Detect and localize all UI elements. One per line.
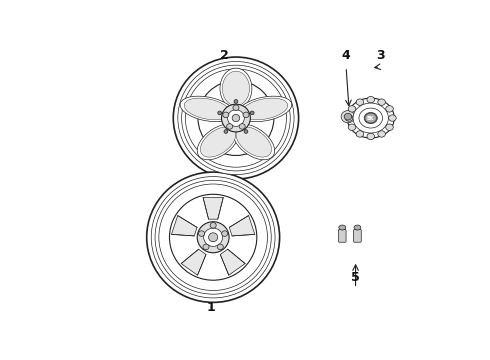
Ellipse shape: [243, 112, 249, 118]
Ellipse shape: [180, 96, 234, 122]
Ellipse shape: [378, 131, 385, 137]
Ellipse shape: [341, 111, 355, 123]
Ellipse shape: [244, 130, 248, 133]
Ellipse shape: [204, 228, 222, 246]
Ellipse shape: [198, 231, 205, 236]
FancyBboxPatch shape: [339, 229, 346, 242]
Ellipse shape: [233, 105, 239, 111]
Polygon shape: [172, 216, 197, 236]
Ellipse shape: [209, 233, 218, 242]
Ellipse shape: [365, 113, 377, 123]
Ellipse shape: [218, 111, 221, 115]
Ellipse shape: [224, 130, 228, 133]
Ellipse shape: [344, 113, 352, 120]
Ellipse shape: [236, 127, 271, 157]
Ellipse shape: [182, 65, 290, 171]
Ellipse shape: [221, 231, 228, 236]
Ellipse shape: [364, 112, 377, 123]
Ellipse shape: [197, 124, 239, 160]
Text: 3: 3: [376, 49, 385, 62]
Ellipse shape: [359, 108, 383, 128]
Ellipse shape: [203, 244, 209, 249]
Ellipse shape: [239, 123, 245, 129]
Ellipse shape: [227, 110, 245, 126]
Ellipse shape: [170, 194, 257, 280]
Text: 2: 2: [220, 49, 229, 62]
Ellipse shape: [198, 81, 274, 156]
Ellipse shape: [345, 115, 353, 121]
Ellipse shape: [210, 222, 216, 228]
Polygon shape: [229, 216, 255, 236]
Ellipse shape: [233, 124, 274, 160]
Ellipse shape: [367, 133, 374, 140]
Ellipse shape: [223, 112, 229, 118]
Ellipse shape: [348, 105, 356, 112]
Ellipse shape: [147, 172, 280, 302]
Ellipse shape: [386, 124, 393, 130]
Ellipse shape: [389, 115, 396, 121]
Text: 4: 4: [342, 49, 350, 62]
Ellipse shape: [221, 104, 250, 132]
Polygon shape: [181, 249, 206, 275]
Polygon shape: [203, 198, 223, 219]
Ellipse shape: [356, 131, 364, 137]
Ellipse shape: [367, 96, 374, 103]
Ellipse shape: [347, 98, 394, 138]
Text: 5: 5: [351, 271, 360, 284]
Ellipse shape: [250, 111, 254, 115]
Ellipse shape: [200, 127, 236, 157]
Text: 1: 1: [207, 301, 216, 314]
Ellipse shape: [178, 62, 294, 175]
Ellipse shape: [184, 98, 230, 120]
Text: BK: BK: [367, 116, 374, 121]
Ellipse shape: [356, 99, 364, 105]
Ellipse shape: [339, 225, 346, 230]
Ellipse shape: [220, 68, 252, 109]
Ellipse shape: [242, 98, 288, 120]
Polygon shape: [220, 249, 245, 275]
Ellipse shape: [173, 57, 298, 179]
Ellipse shape: [217, 244, 223, 249]
Ellipse shape: [354, 225, 361, 230]
Ellipse shape: [238, 96, 292, 122]
Ellipse shape: [159, 184, 268, 291]
Ellipse shape: [227, 123, 233, 129]
FancyBboxPatch shape: [354, 229, 361, 242]
Ellipse shape: [185, 69, 287, 167]
Ellipse shape: [155, 180, 271, 294]
Ellipse shape: [232, 114, 240, 122]
Ellipse shape: [353, 103, 389, 133]
Ellipse shape: [348, 124, 356, 130]
Ellipse shape: [197, 222, 229, 253]
Ellipse shape: [234, 100, 238, 103]
Ellipse shape: [378, 99, 385, 105]
Ellipse shape: [222, 71, 249, 106]
Ellipse shape: [368, 116, 373, 121]
Ellipse shape: [386, 105, 393, 112]
Ellipse shape: [151, 176, 275, 298]
